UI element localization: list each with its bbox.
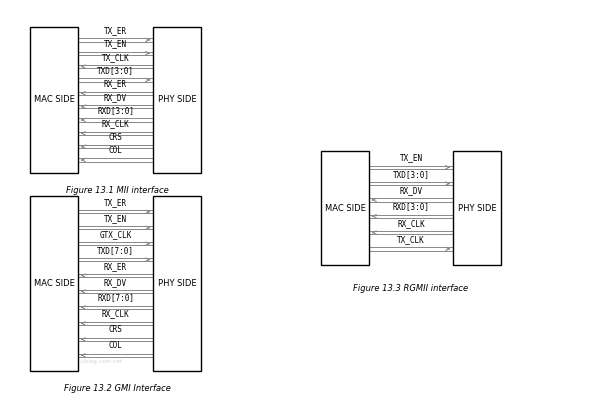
Text: Figure 13.3 RGMII interface: Figure 13.3 RGMII interface	[353, 284, 469, 293]
Text: TX_ER: TX_ER	[104, 198, 127, 207]
Text: COL: COL	[109, 341, 122, 350]
Bar	[30, 27, 78, 173]
Bar	[30, 196, 78, 371]
Text: PHY SIDE: PHY SIDE	[158, 95, 196, 104]
Text: MAC SIDE: MAC SIDE	[34, 95, 74, 104]
Text: TX_ER: TX_ER	[104, 26, 127, 35]
Text: TX_EN: TX_EN	[400, 153, 422, 162]
Text: MAC SIDE: MAC SIDE	[34, 279, 74, 288]
Bar	[453, 151, 501, 265]
Text: GTX_CLK: GTX_CLK	[100, 230, 131, 239]
Text: CRS: CRS	[109, 326, 122, 335]
Text: RX_CLK: RX_CLK	[101, 120, 130, 129]
Bar	[153, 196, 201, 371]
Text: TX_EN: TX_EN	[104, 39, 127, 48]
Text: CRS: CRS	[109, 133, 122, 142]
Text: PHY SIDE: PHY SIDE	[458, 204, 496, 213]
Text: TXD[3:0]: TXD[3:0]	[392, 170, 430, 179]
Text: RX_CLK: RX_CLK	[101, 310, 130, 319]
Text: Figure 13.2 GMI Interface: Figure 13.2 GMI Interface	[64, 384, 170, 392]
Text: PHY SIDE: PHY SIDE	[158, 279, 196, 288]
Text: RXD[3:0]: RXD[3:0]	[392, 202, 430, 211]
Text: TX_EN: TX_EN	[104, 214, 127, 223]
Text: COL: COL	[109, 146, 122, 155]
Text: RX_ER: RX_ER	[104, 80, 127, 89]
Text: Figure 13.1 MII interface: Figure 13.1 MII interface	[65, 186, 169, 195]
Bar	[321, 151, 369, 265]
Text: RXD[7:0]: RXD[7:0]	[97, 294, 134, 303]
Text: http://blog.csdn.net: http://blog.csdn.net	[69, 359, 123, 364]
Text: TX_CLK: TX_CLK	[101, 53, 130, 62]
Text: RX_DV: RX_DV	[104, 277, 127, 287]
Text: TX_CLK: TX_CLK	[397, 235, 425, 244]
Text: RX_ER: RX_ER	[104, 262, 127, 271]
Text: TXD[3:0]: TXD[3:0]	[97, 66, 134, 75]
Text: TXD[7:0]: TXD[7:0]	[97, 246, 134, 255]
Text: MAC SIDE: MAC SIDE	[325, 204, 365, 213]
Text: RX_DV: RX_DV	[400, 186, 422, 195]
Text: RXD[3:0]: RXD[3:0]	[97, 106, 134, 115]
Text: RX_CLK: RX_CLK	[397, 219, 425, 228]
Bar	[153, 27, 201, 173]
Text: RX_DV: RX_DV	[104, 93, 127, 102]
